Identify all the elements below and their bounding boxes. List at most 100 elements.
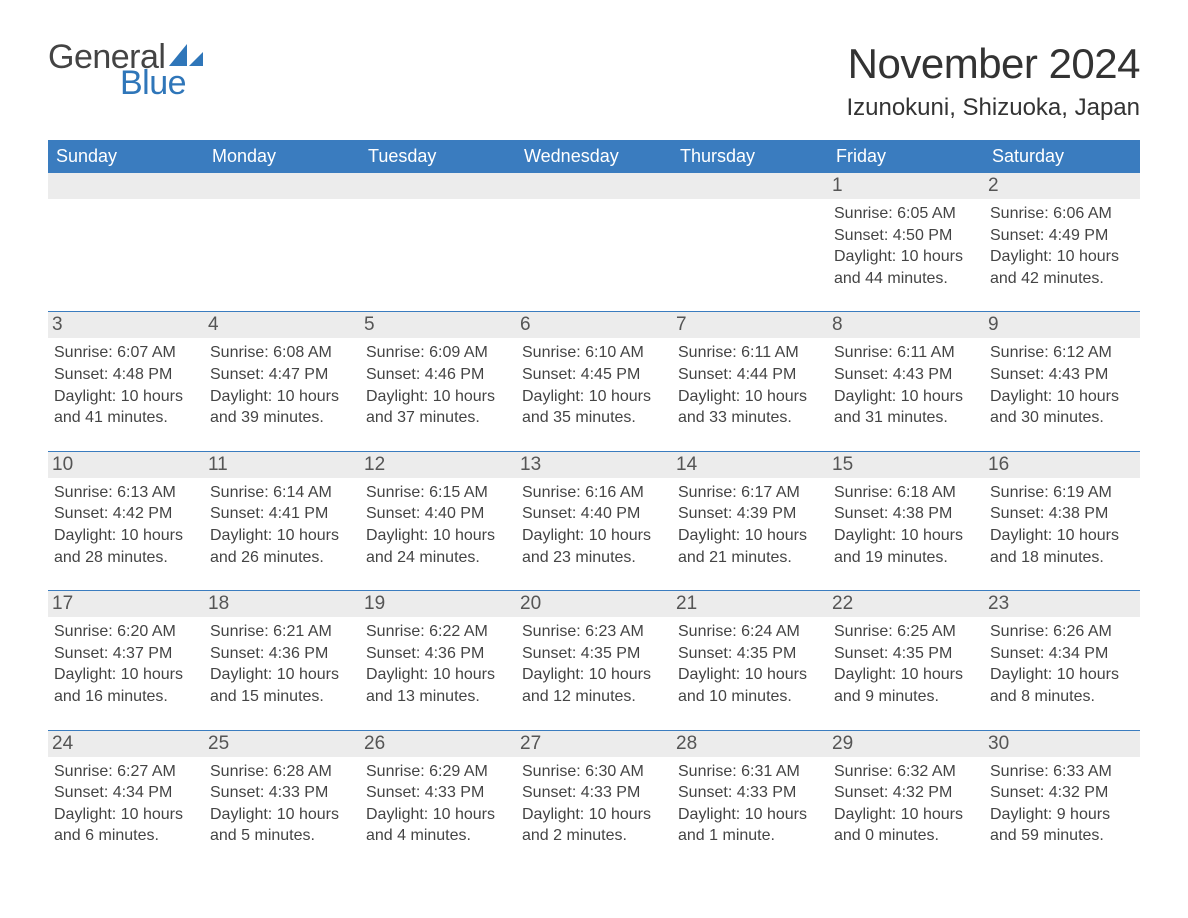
day-details: Sunrise: 6:29 AMSunset: 4:33 PMDaylight:…	[366, 761, 510, 847]
day-sunset: Sunset: 4:34 PM	[54, 782, 198, 804]
calendar-day-cell	[516, 173, 672, 312]
day-details: Sunrise: 6:16 AMSunset: 4:40 PMDaylight:…	[522, 482, 666, 568]
day-sunset: Sunset: 4:41 PM	[210, 503, 354, 525]
day-details: Sunrise: 6:12 AMSunset: 4:43 PMDaylight:…	[990, 342, 1134, 428]
day-daylight1: Daylight: 10 hours	[366, 386, 510, 408]
day-number: 1	[828, 173, 984, 199]
calendar-day-cell: 5Sunrise: 6:09 AMSunset: 4:46 PMDaylight…	[360, 312, 516, 451]
day-details: Sunrise: 6:10 AMSunset: 4:45 PMDaylight:…	[522, 342, 666, 428]
day-details: Sunrise: 6:14 AMSunset: 4:41 PMDaylight:…	[210, 482, 354, 568]
day-sunset: Sunset: 4:34 PM	[990, 643, 1134, 665]
day-daylight2: and 16 minutes.	[54, 686, 198, 708]
calendar-day-cell	[360, 173, 516, 312]
calendar-day-cell	[48, 173, 204, 312]
calendar-day-cell: 25 Sunrise: 6:28 AMSunset: 4:33 PMDayligh…	[204, 730, 360, 869]
day-sunset: Sunset: 4:50 PM	[834, 225, 978, 247]
day-sunrise: Sunrise: 6:12 AM	[990, 342, 1134, 364]
calendar-week-row: 10Sunrise: 6:13 AMSunset: 4:42 PMDayligh…	[48, 451, 1140, 590]
day-number: 29	[828, 731, 984, 757]
day-daylight2: and 0 minutes.	[834, 825, 978, 847]
calendar-table: Sunday Monday Tuesday Wednesday Thursday…	[48, 140, 1140, 869]
day-daylight1: Daylight: 10 hours	[678, 664, 822, 686]
day-details: Sunrise: 6:28 AMSunset: 4:33 PMDaylight:…	[210, 761, 354, 847]
day-number: 25	[204, 731, 360, 757]
day-details: Sunrise: 6:08 AMSunset: 4:47 PMDaylight:…	[210, 342, 354, 428]
logo: General Blue	[48, 40, 203, 100]
day-daylight2: and 37 minutes.	[366, 407, 510, 429]
day-daylight2: and 21 minutes.	[678, 547, 822, 569]
day-details: Sunrise: 6:07 AMSunset: 4:48 PMDaylight:…	[54, 342, 198, 428]
day-daylight2: and 4 minutes.	[366, 825, 510, 847]
day-details: Sunrise: 6:20 AMSunset: 4:37 PMDaylight:…	[54, 621, 198, 707]
day-sunrise: Sunrise: 6:05 AM	[834, 203, 978, 225]
day-number: 7	[672, 312, 828, 338]
day-sunrise: Sunrise: 6:11 AM	[834, 342, 978, 364]
day-details: Sunrise: 6:11 AMSunset: 4:43 PMDaylight:…	[834, 342, 978, 428]
calendar-week-row: 17Sunrise: 6:20 AMSunset: 4:37 PMDayligh…	[48, 591, 1140, 730]
weekday-header: Thursday	[672, 140, 828, 173]
day-details: Sunrise: 6:05 AMSunset: 4:50 PMDaylight:…	[834, 203, 978, 289]
day-daylight1: Daylight: 10 hours	[678, 804, 822, 826]
calendar-day-cell	[672, 173, 828, 312]
day-daylight1: Daylight: 10 hours	[678, 386, 822, 408]
calendar-day-cell: 23Sunrise: 6:26 AMSunset: 4:34 PMDayligh…	[984, 591, 1140, 730]
day-number: 26	[360, 731, 516, 757]
calendar-day-cell: 20Sunrise: 6:23 AMSunset: 4:35 PMDayligh…	[516, 591, 672, 730]
calendar-day-cell: 18Sunrise: 6:21 AMSunset: 4:36 PMDayligh…	[204, 591, 360, 730]
calendar-day-cell: 10Sunrise: 6:13 AMSunset: 4:42 PMDayligh…	[48, 451, 204, 590]
calendar-day-cell: 21Sunrise: 6:24 AMSunset: 4:35 PMDayligh…	[672, 591, 828, 730]
day-sunrise: Sunrise: 6:23 AM	[522, 621, 666, 643]
day-number: 16	[984, 452, 1140, 478]
day-sunrise: Sunrise: 6:17 AM	[678, 482, 822, 504]
day-daylight2: and 19 minutes.	[834, 547, 978, 569]
day-daylight2: and 23 minutes.	[522, 547, 666, 569]
weekday-header: Friday	[828, 140, 984, 173]
day-number: 27	[516, 731, 672, 757]
day-details: Sunrise: 6:06 AMSunset: 4:49 PMDaylight:…	[990, 203, 1134, 289]
day-daylight2: and 6 minutes.	[54, 825, 198, 847]
day-number: 30	[984, 731, 1140, 757]
calendar-week-row: 1 Sunrise: 6:05 AMSunset: 4:50 PMDaylight…	[48, 173, 1140, 312]
day-sunset: Sunset: 4:43 PM	[990, 364, 1134, 386]
day-number: 10	[48, 452, 204, 478]
day-details: Sunrise: 6:27 AMSunset: 4:34 PMDaylight:…	[54, 761, 198, 847]
day-daylight1: Daylight: 9 hours	[990, 804, 1134, 826]
day-daylight1: Daylight: 10 hours	[522, 804, 666, 826]
day-details: Sunrise: 6:33 AMSunset: 4:32 PMDaylight:…	[990, 761, 1134, 847]
day-daylight2: and 31 minutes.	[834, 407, 978, 429]
day-daylight1: Daylight: 10 hours	[522, 664, 666, 686]
day-sunrise: Sunrise: 6:14 AM	[210, 482, 354, 504]
day-daylight1: Daylight: 10 hours	[54, 386, 198, 408]
day-sunrise: Sunrise: 6:15 AM	[366, 482, 510, 504]
day-sunset: Sunset: 4:39 PM	[678, 503, 822, 525]
day-details: Sunrise: 6:31 AMSunset: 4:33 PMDaylight:…	[678, 761, 822, 847]
day-daylight2: and 1 minute.	[678, 825, 822, 847]
day-sunset: Sunset: 4:42 PM	[54, 503, 198, 525]
day-daylight2: and 12 minutes.	[522, 686, 666, 708]
day-sunrise: Sunrise: 6:21 AM	[210, 621, 354, 643]
calendar-day-cell: 3Sunrise: 6:07 AMSunset: 4:48 PMDaylight…	[48, 312, 204, 451]
day-sunset: Sunset: 4:32 PM	[834, 782, 978, 804]
calendar-day-cell: 17Sunrise: 6:20 AMSunset: 4:37 PMDayligh…	[48, 591, 204, 730]
day-daylight2: and 35 minutes.	[522, 407, 666, 429]
calendar-day-cell: 11Sunrise: 6:14 AMSunset: 4:41 PMDayligh…	[204, 451, 360, 590]
day-number: 8	[828, 312, 984, 338]
day-number-bar-empty	[360, 173, 516, 199]
day-daylight1: Daylight: 10 hours	[990, 664, 1134, 686]
calendar-day-cell: 22 Sunrise: 6:25 AMSunset: 4:35 PMDayligh…	[828, 591, 984, 730]
day-sunset: Sunset: 4:37 PM	[54, 643, 198, 665]
day-daylight2: and 33 minutes.	[678, 407, 822, 429]
day-details: Sunrise: 6:25 AMSunset: 4:35 PMDaylight:…	[834, 621, 978, 707]
day-sunrise: Sunrise: 6:26 AM	[990, 621, 1134, 643]
day-sunrise: Sunrise: 6:19 AM	[990, 482, 1134, 504]
calendar-day-cell: 30 Sunrise: 6:33 AMSunset: 4:32 PMDayligh…	[984, 730, 1140, 869]
weekday-header: Sunday	[48, 140, 204, 173]
day-sunset: Sunset: 4:36 PM	[210, 643, 354, 665]
day-sunset: Sunset: 4:47 PM	[210, 364, 354, 386]
day-daylight2: and 5 minutes.	[210, 825, 354, 847]
calendar-week-row: 3Sunrise: 6:07 AMSunset: 4:48 PMDaylight…	[48, 312, 1140, 451]
day-sunrise: Sunrise: 6:13 AM	[54, 482, 198, 504]
calendar-day-cell: 24Sunrise: 6:27 AMSunset: 4:34 PMDayligh…	[48, 730, 204, 869]
day-number: 22	[828, 591, 984, 617]
day-number: 13	[516, 452, 672, 478]
